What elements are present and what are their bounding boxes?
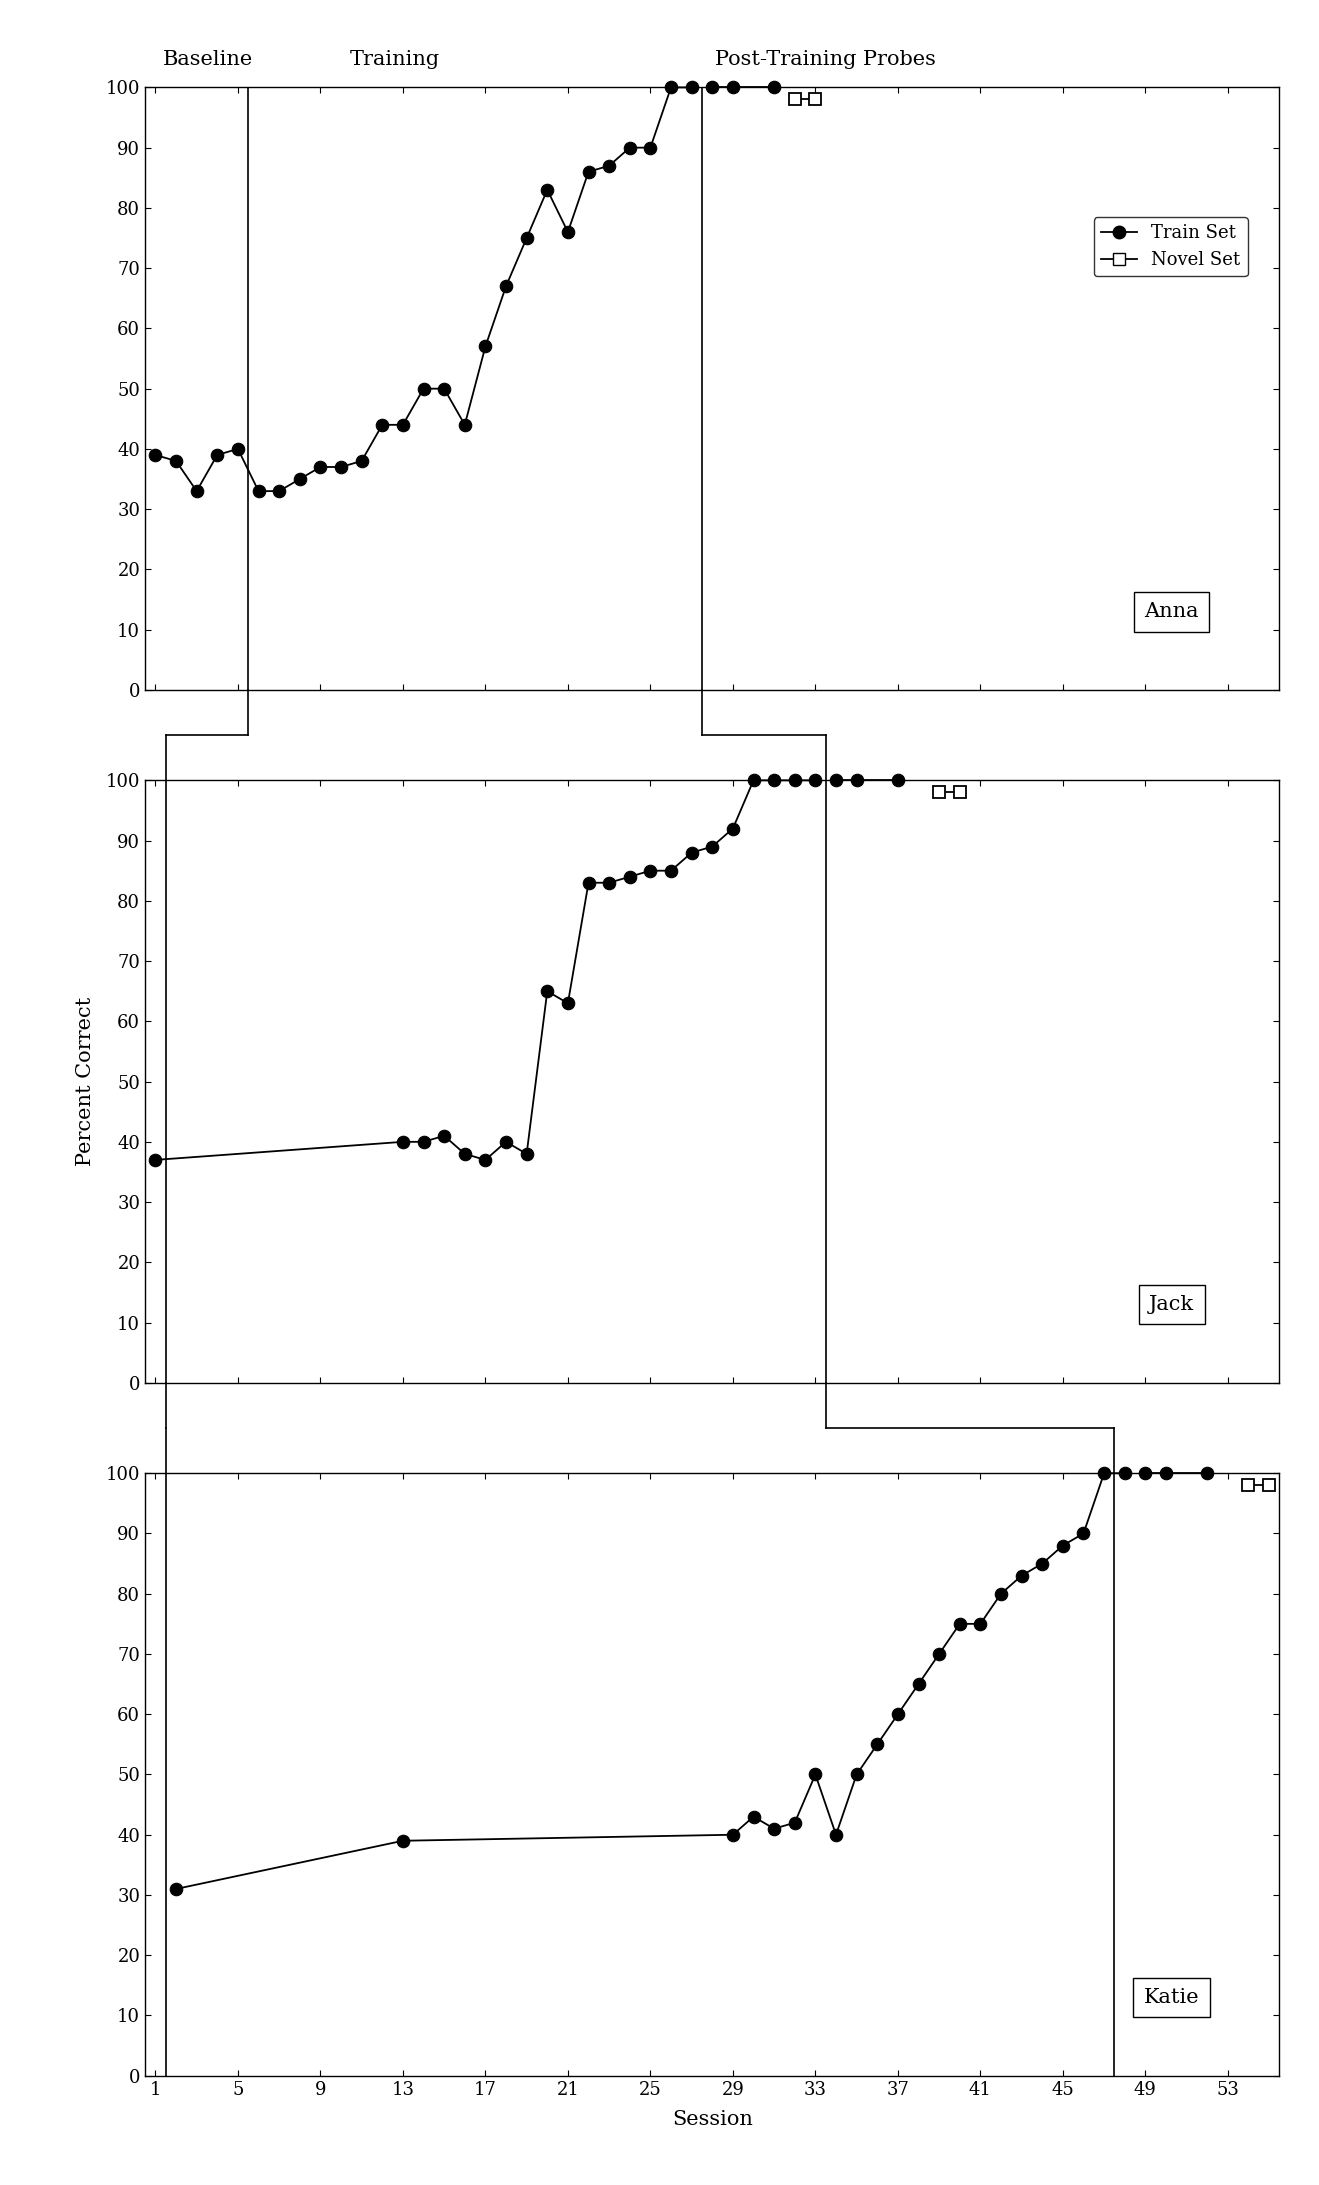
Text: Katie: Katie: [1144, 1988, 1199, 2006]
Text: Training: Training: [350, 50, 439, 70]
Text: Baseline: Baseline: [162, 50, 253, 70]
Text: Jack: Jack: [1149, 1296, 1194, 1313]
X-axis label: Session: Session: [671, 2111, 753, 2128]
Y-axis label: Percent Correct: Percent Correct: [75, 996, 95, 1167]
Text: Post-Training Probes: Post-Training Probes: [715, 50, 936, 70]
Legend: Train Set, Novel Set: Train Set, Novel Set: [1093, 216, 1248, 277]
Text: Anna: Anna: [1145, 603, 1199, 621]
